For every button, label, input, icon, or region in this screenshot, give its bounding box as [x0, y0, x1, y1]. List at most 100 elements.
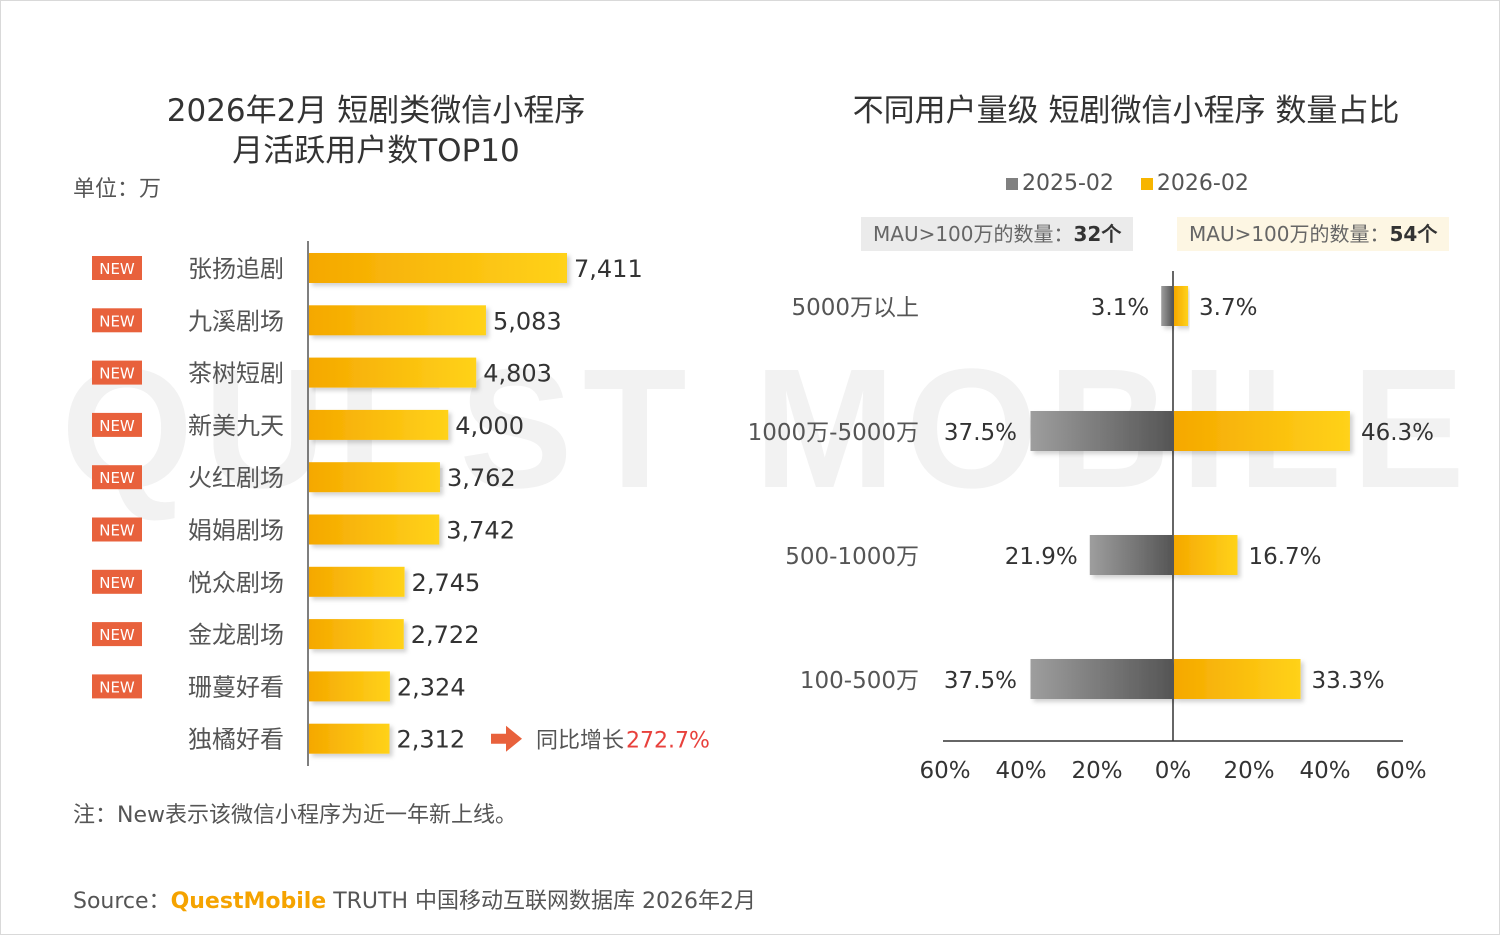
left-bar-chart: NEW 张扬追剧 7,411 NEW 九溪剧场 5,083 NEW 茶树短剧 4,803 NEW 新… [92, 241, 710, 766]
bar [309, 253, 567, 283]
category-label: 娟娟剧场 [188, 517, 284, 545]
category-label: 火红剧场 [188, 464, 284, 492]
new-badge [92, 622, 142, 647]
left-chart-title: 2026年2月 短剧类微信小程序 月活跃用户数TOP10 [121, 91, 631, 171]
new-badge-text: NEW [99, 260, 135, 278]
legend-swatch-2026 [1140, 178, 1153, 190]
legend: 2025-02 2026-02 [1006, 171, 1249, 196]
value-label: 4,000 [455, 412, 524, 440]
new-badge-text: NEW [99, 678, 135, 696]
category-label: 张扬追剧 [188, 255, 284, 283]
value-label: 3,762 [447, 464, 516, 492]
growth-arrow-icon [491, 725, 522, 752]
new-badge-text: NEW [99, 522, 135, 540]
value-label: 2,312 [396, 726, 465, 754]
right-diverging-chart: 60% 40% 20% 0% 20% 40% 60% 5000万以上 3.1% 3.7% 1000万… [748, 271, 1434, 784]
value-label-2026: 16.7% [1248, 544, 1321, 570]
x-tick-label: 20% [1223, 758, 1274, 784]
category-label: 5000万以上 [791, 295, 919, 321]
bar-2026 [1174, 535, 1238, 575]
value-label-2026: 46.3% [1361, 420, 1434, 446]
x-tick-label: 40% [995, 758, 1046, 784]
new-badge-text: NEW [99, 365, 135, 383]
bar-2026 [1174, 659, 1301, 699]
mau-count-2026: MAU>100万的数量：54个 [1177, 217, 1450, 251]
bar [309, 409, 449, 440]
legend-swatch-2025 [1006, 178, 1018, 190]
value-label-2025: 21.9% [1005, 544, 1078, 570]
x-tick-label: 60% [919, 758, 970, 784]
legend-label-2026: 2026-02 [1156, 171, 1249, 196]
category-label: 独橘好看 [188, 726, 284, 754]
bar [309, 566, 405, 597]
left-title-line2: 月活跃用户数TOP10 [232, 133, 520, 169]
new-badge-text: NEW [99, 417, 135, 435]
category-label: 珊蔓好看 [188, 673, 284, 701]
value-label: 2,745 [412, 569, 481, 597]
bar [309, 671, 390, 702]
mau-count-2025-value: 32个 [1073, 222, 1122, 246]
bar-2025 [1161, 286, 1173, 326]
new-badge [92, 465, 142, 490]
bar-2025 [1030, 659, 1173, 699]
new-badge [92, 256, 142, 280]
source-brand: QuestMobile [170, 889, 327, 914]
value-label: 7,411 [574, 255, 643, 283]
new-badge-text: NEW [99, 626, 135, 644]
source-prefix: Source： [73, 889, 171, 914]
category-label: 金龙剧场 [188, 621, 284, 649]
new-badge [92, 360, 142, 385]
footnote: 注：New表示该微信小程序为近一年新上线。 [73, 803, 517, 828]
category-label: 1000万-5000万 [748, 420, 919, 446]
value-label: 4,803 [483, 360, 552, 388]
value-label: 3,742 [446, 517, 515, 545]
x-tick-label: 0% [1155, 758, 1192, 784]
bar-2026 [1174, 286, 1189, 326]
growth-prefix: 同比增长 [536, 729, 624, 754]
new-badge [92, 308, 142, 333]
category-label: 500-1000万 [785, 544, 919, 570]
value-label-2026: 33.3% [1312, 668, 1385, 694]
mau-count-2026-value: 54个 [1389, 222, 1438, 246]
category-label: 100-500万 [800, 668, 919, 694]
new-badge [92, 569, 142, 594]
bar-2026 [1174, 411, 1350, 451]
legend-item-2026: 2026-02 [1140, 171, 1249, 196]
category-label: 新美九天 [188, 412, 284, 440]
new-badge-text: NEW [99, 574, 135, 592]
category-label: 悦众剧场 [188, 569, 284, 597]
source-line: Source：QuestMobile TRUTH 中国移动互联网数据库 2026… [73, 883, 756, 915]
bar [309, 514, 440, 545]
legend-item-2025: 2025-02 [1006, 171, 1114, 196]
category-label: 茶树短剧 [188, 360, 284, 388]
value-label-2026: 3.7% [1199, 295, 1257, 321]
mau-count-2026-label: MAU>100万的数量： [1189, 222, 1390, 246]
growth-value: 272.7% [626, 729, 710, 754]
right-chart-title: 不同用户量级 短剧微信小程序 数量占比 [852, 93, 1400, 129]
bar [309, 619, 404, 650]
category-label: 九溪剧场 [188, 307, 284, 335]
bar [309, 357, 477, 388]
new-badge [92, 674, 142, 699]
bar-2025 [1089, 535, 1173, 575]
bar [309, 723, 390, 754]
x-tick-label: 20% [1071, 758, 1122, 784]
bar [309, 305, 486, 336]
new-badge [92, 517, 142, 542]
value-label: 2,324 [397, 673, 466, 701]
x-tick-label: 60% [1375, 758, 1426, 784]
new-badge-text: NEW [99, 312, 135, 330]
bar [309, 462, 440, 493]
mau-count-2025-label: MAU>100万的数量： [873, 222, 1074, 246]
value-label-2025: 37.5% [944, 420, 1017, 446]
value-label-2025: 37.5% [944, 668, 1017, 694]
mau-count-2025: MAU>100万的数量：32个 [861, 217, 1134, 251]
value-label: 5,083 [493, 307, 562, 335]
source-rest: TRUTH 中国移动互联网数据库 2026年2月 [326, 889, 756, 914]
legend-label-2025: 2025-02 [1022, 171, 1114, 196]
x-tick-label: 40% [1299, 758, 1350, 784]
bar-2025 [1030, 411, 1173, 451]
value-label: 2,722 [411, 621, 480, 649]
new-badge [92, 412, 142, 437]
